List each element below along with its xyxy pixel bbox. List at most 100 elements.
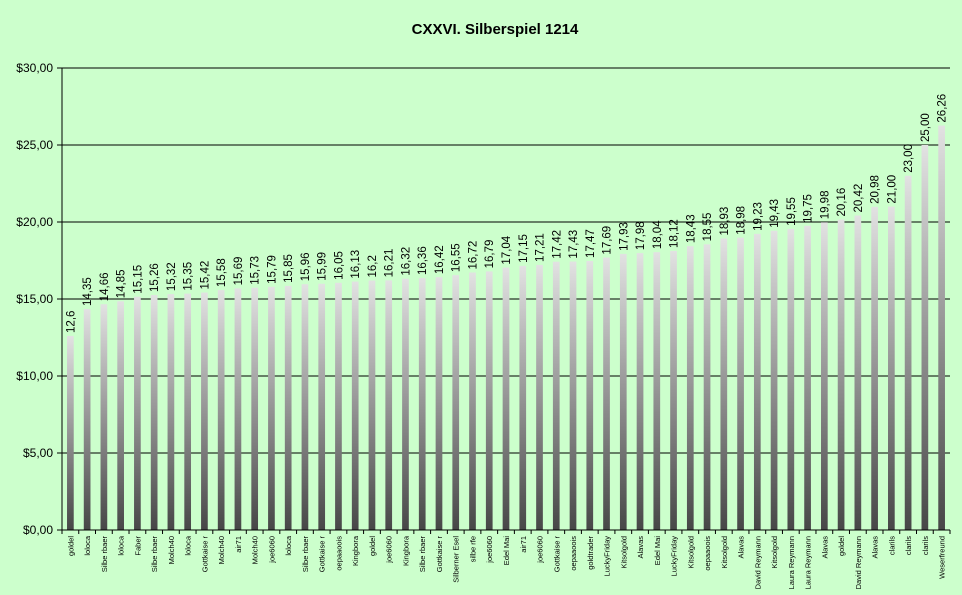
data-label: 15,58	[216, 258, 228, 287]
x-tick-label: Silbe rbaer	[150, 536, 159, 573]
x-tick-label: LuckyFriday	[603, 536, 612, 577]
bar	[888, 206, 895, 530]
bar	[351, 281, 359, 530]
data-label: 15,26	[149, 263, 161, 292]
bar	[938, 125, 945, 530]
bar	[435, 277, 443, 530]
x-tick-label: Alavas	[737, 536, 746, 559]
bar	[83, 309, 91, 530]
y-tick-label: $10,00	[16, 369, 53, 383]
y-tick-label: $20,00	[16, 215, 53, 229]
data-label: 25,00	[920, 113, 932, 142]
x-tick-label: loloca	[117, 535, 126, 555]
x-tick-label: Alavas	[820, 536, 829, 559]
bar	[904, 175, 912, 531]
data-labels: 12,6 14,35 14,66 14,85 15,15 15,26 15,32 15,35 1…	[65, 94, 948, 333]
bar	[686, 246, 694, 531]
x-tick-label: goldel	[837, 536, 846, 556]
bar	[703, 244, 711, 530]
data-label: 16,72	[467, 241, 479, 270]
data-label: 21,00	[886, 175, 898, 204]
bar	[217, 290, 225, 530]
bar	[502, 267, 510, 530]
data-label: 15,73	[250, 256, 262, 285]
x-tick-label: Edel Mai	[653, 536, 662, 566]
x-tick-label: joe6060	[267, 536, 276, 564]
data-label: 17,47	[585, 229, 597, 258]
x-tick-label: loloca	[184, 535, 193, 555]
bar	[854, 215, 862, 531]
bar	[871, 206, 878, 530]
bar	[569, 261, 577, 530]
x-tick-label: Laura Reymann	[804, 536, 813, 589]
x-tick-label: oepaaoois	[334, 536, 343, 571]
bar	[201, 292, 208, 530]
bar	[234, 288, 242, 530]
axes	[61, 68, 950, 531]
y-tick-label: $5,00	[23, 446, 53, 460]
data-label: 17,42	[551, 230, 563, 259]
bar	[268, 286, 275, 530]
x-tick-label: goldel	[66, 536, 75, 556]
data-label: 16,42	[434, 245, 446, 274]
x-tick-label: Silbe rbaer	[100, 536, 109, 573]
x-tick-label: Laura Reymann	[787, 536, 796, 589]
data-label: 18,98	[736, 206, 748, 235]
data-label: 18,43	[685, 214, 697, 243]
data-label: 16,2	[367, 255, 379, 277]
bar	[804, 225, 811, 530]
x-tick-label: Edel Mai	[502, 536, 511, 566]
data-label: 17,21	[535, 233, 547, 262]
bar	[485, 271, 493, 530]
bar	[251, 287, 259, 530]
bar	[636, 253, 644, 530]
x-tick-label: goldel	[368, 536, 377, 556]
data-label: 19,23	[752, 202, 764, 231]
data-label: 15,15	[132, 265, 144, 294]
bar	[134, 296, 141, 530]
x-tick-label: Molch40	[251, 536, 260, 564]
x-tick-label: Faber	[133, 535, 142, 555]
y-tick-label: $15,00	[16, 292, 53, 306]
x-tick-label: loloca	[284, 535, 293, 555]
bar	[284, 285, 292, 530]
bar	[67, 335, 74, 530]
y-tick-label: $25,00	[16, 138, 53, 152]
x-tick-label: Silbe rbaer	[301, 536, 310, 573]
bar	[837, 219, 845, 530]
data-label: 18,55	[702, 213, 714, 242]
bar	[552, 261, 560, 530]
x-tick-label: Alavas	[636, 536, 645, 559]
data-label: 18,12	[669, 219, 681, 248]
data-label: 17,15	[518, 234, 530, 263]
data-label: 16,13	[350, 250, 362, 279]
x-tick-label: Gottkaise r	[552, 536, 561, 573]
bar	[301, 284, 309, 530]
bar	[335, 282, 342, 530]
x-tick-label: Weserfreund	[938, 536, 947, 579]
y-tick-label: $0,00	[23, 523, 53, 537]
bar	[536, 264, 543, 530]
x-tick-label: oepaaoois	[703, 536, 712, 571]
data-label: 14,66	[99, 272, 111, 301]
data-label: 17,43	[568, 230, 580, 259]
bar	[519, 265, 527, 530]
data-label: 18,93	[719, 207, 731, 236]
x-tick-label: Kitsolgold	[686, 536, 695, 569]
x-axis-ticks: goldel loloca Silbe rbaer loloca Faber Silbe …	[61, 530, 951, 589]
data-label: 14,35	[82, 277, 94, 306]
bar	[385, 280, 393, 530]
x-tick-label: Gottkaise r	[200, 536, 209, 573]
x-tick-label: joe6060	[485, 536, 494, 564]
bar	[100, 304, 108, 530]
x-tick-label: Kitsolgold	[720, 536, 729, 569]
x-tick-label: loloca	[83, 535, 92, 555]
x-tick-label: David Reymann	[753, 536, 762, 589]
bar	[921, 145, 929, 530]
data-label: 26,26	[937, 94, 949, 123]
data-label: 14,85	[116, 270, 128, 299]
data-label: 19,75	[803, 194, 815, 223]
bars	[67, 125, 945, 531]
x-tick-label: Gottkaise r	[318, 536, 327, 573]
